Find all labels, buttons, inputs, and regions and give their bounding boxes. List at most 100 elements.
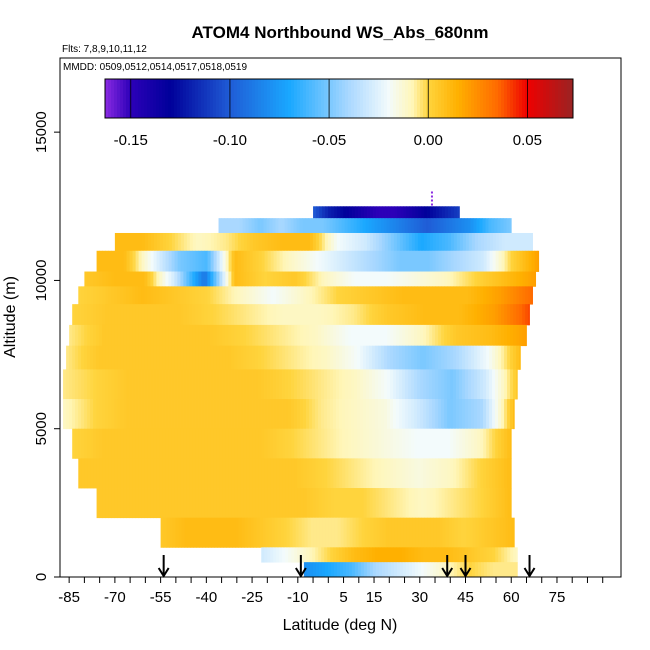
heatmap-cell (99, 271, 103, 287)
heatmap-cell (403, 206, 407, 219)
heatmap-cell (489, 488, 493, 519)
heatmap-cell (528, 250, 532, 272)
heatmap-cell (495, 488, 499, 519)
colorbar-segment (183, 79, 187, 118)
heatmap-cell (309, 428, 313, 459)
heatmap-cell (450, 324, 454, 347)
heatmap-cell (345, 250, 349, 272)
heatmap-cell (351, 250, 355, 272)
heatmap-cell (90, 399, 94, 430)
heatmap-cell (465, 286, 469, 305)
heatmap-cell (357, 428, 361, 459)
heatmap-cell (303, 250, 307, 272)
heatmap-cell (135, 488, 139, 519)
heatmap-cell (390, 488, 394, 519)
heatmap-cell (365, 218, 369, 234)
heatmap-cell (423, 286, 427, 305)
colorbar-segment (495, 79, 499, 118)
heatmap-cell (195, 345, 199, 370)
heatmap-cell (129, 345, 133, 370)
heatmap-cell (438, 324, 442, 347)
heatmap-cell (204, 369, 208, 400)
heatmap-cell (411, 547, 415, 563)
colorbar-segment (255, 79, 259, 118)
heatmap-cell (360, 324, 364, 347)
heatmap-cell (366, 271, 370, 287)
heatmap-cell (296, 218, 300, 234)
heatmap-cell (312, 304, 316, 326)
heatmap-cell (441, 232, 446, 252)
heatmap-cell (387, 562, 392, 578)
heatmap-cell (198, 250, 202, 272)
heatmap-cell (491, 218, 495, 234)
heatmap-cell (225, 271, 229, 287)
heatmap-cell (444, 271, 448, 287)
heatmap-cell (198, 232, 203, 252)
colorbar-segment (393, 79, 397, 118)
heatmap-cell (390, 271, 394, 287)
heatmap-cell (414, 250, 418, 272)
colorbar-segment (363, 79, 367, 118)
heatmap-cell (180, 399, 184, 430)
heatmap-cell (402, 458, 406, 489)
heatmap-cell (474, 369, 478, 400)
heatmap-cell (325, 517, 330, 548)
heatmap-cell (250, 517, 255, 548)
heatmap-cell (168, 271, 172, 287)
heatmap-cell (312, 562, 317, 578)
heatmap-cell (486, 250, 490, 272)
heatmap-cell (509, 218, 512, 234)
heatmap-cell (375, 232, 380, 252)
heatmap-cell (273, 286, 277, 305)
heatmap-cell (348, 369, 352, 400)
heatmap-cell (231, 369, 235, 400)
heatmap-cell (411, 399, 415, 430)
heatmap-cell (531, 271, 535, 287)
heatmap-cell (213, 304, 217, 326)
heatmap-cell (494, 218, 498, 234)
heatmap-cell (243, 304, 247, 326)
heatmap-cell (489, 250, 493, 272)
colorbar-segment (492, 79, 496, 118)
heatmap-cell (399, 286, 403, 305)
heatmap-cell (339, 271, 343, 287)
heatmap-cell (207, 271, 211, 287)
heatmap-cell (369, 345, 373, 370)
heatmap-cell (462, 428, 466, 459)
heatmap-cell (84, 399, 88, 430)
heatmap-cell (150, 286, 154, 305)
heatmap-cell (321, 286, 325, 305)
heatmap-cell (323, 218, 327, 234)
heatmap-cell (267, 271, 271, 287)
heatmap-cell (255, 304, 259, 326)
heatmap-cell (159, 369, 163, 400)
heatmap-cell (495, 547, 499, 563)
heatmap-cell (297, 428, 301, 459)
heatmap-cell (348, 428, 352, 459)
x-tick-label: 5 (339, 589, 347, 606)
heatmap-cell (135, 304, 139, 326)
heatmap-cell (297, 271, 301, 287)
heatmap-cell (366, 250, 370, 272)
heatmap-cell (219, 250, 223, 272)
heatmap-cell (396, 458, 400, 489)
heatmap-cell (120, 304, 124, 326)
heatmap-cell (444, 488, 448, 519)
heatmap-cell (276, 369, 280, 400)
heatmap-cell (324, 324, 328, 347)
heatmap-cell (183, 324, 187, 347)
heatmap-cell (163, 517, 168, 548)
heatmap-cell (297, 250, 301, 272)
heatmap-cell (234, 304, 238, 326)
heatmap-cell (450, 304, 454, 326)
heatmap-cell (438, 399, 442, 430)
heatmap-cell (225, 232, 230, 252)
heatmap-cell (361, 517, 366, 548)
heatmap-cell (246, 399, 250, 430)
heatmap-cell (153, 250, 157, 272)
heatmap-cell (474, 271, 478, 287)
heatmap-cell (189, 250, 193, 272)
heatmap-cell (345, 286, 349, 305)
heatmap-cell (405, 271, 409, 287)
heatmap-cell (222, 399, 226, 430)
